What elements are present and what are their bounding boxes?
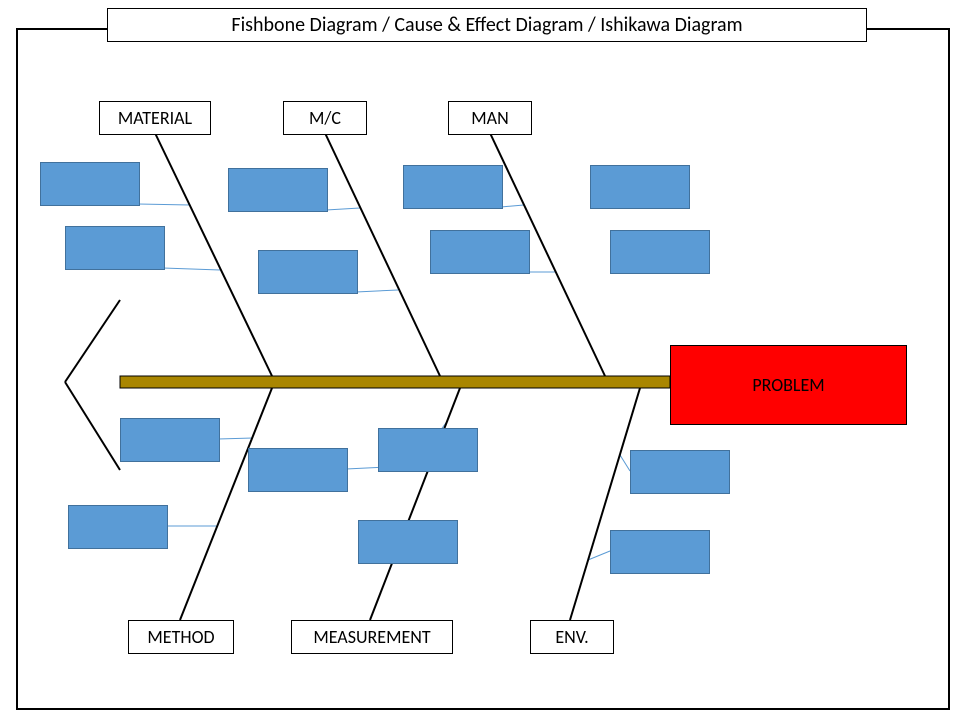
problem-box: PROBLEM: [670, 345, 907, 425]
cause-box: [358, 520, 458, 564]
category-measurement: MEASUREMENT: [291, 620, 453, 654]
category-mc: M/C: [283, 101, 367, 135]
cause-box: [120, 418, 220, 462]
category-man: MAN: [448, 101, 532, 135]
diagram-title: Fishbone Diagram / Cause & Effect Diagra…: [107, 8, 867, 42]
cause-box: [228, 168, 328, 212]
cause-box: [610, 230, 710, 274]
cause-box: [68, 505, 168, 549]
cause-box: [430, 230, 530, 274]
problem-label: PROBLEM: [752, 374, 824, 396]
diagram-title-text: Fishbone Diagram / Cause & Effect Diagra…: [231, 13, 742, 37]
cause-box: [378, 428, 478, 472]
cause-box: [610, 530, 710, 574]
fishbone-diagram: Fishbone Diagram / Cause & Effect Diagra…: [0, 0, 960, 720]
category-material: MATERIAL: [99, 101, 211, 135]
category-env: ENV.: [530, 620, 614, 654]
cause-box: [630, 450, 730, 494]
cause-box: [248, 448, 348, 492]
cause-box: [65, 226, 165, 270]
category-method: METHOD: [128, 620, 234, 654]
cause-box: [403, 165, 503, 209]
cause-box: [258, 250, 358, 294]
cause-box: [40, 162, 140, 206]
cause-box: [590, 165, 690, 209]
